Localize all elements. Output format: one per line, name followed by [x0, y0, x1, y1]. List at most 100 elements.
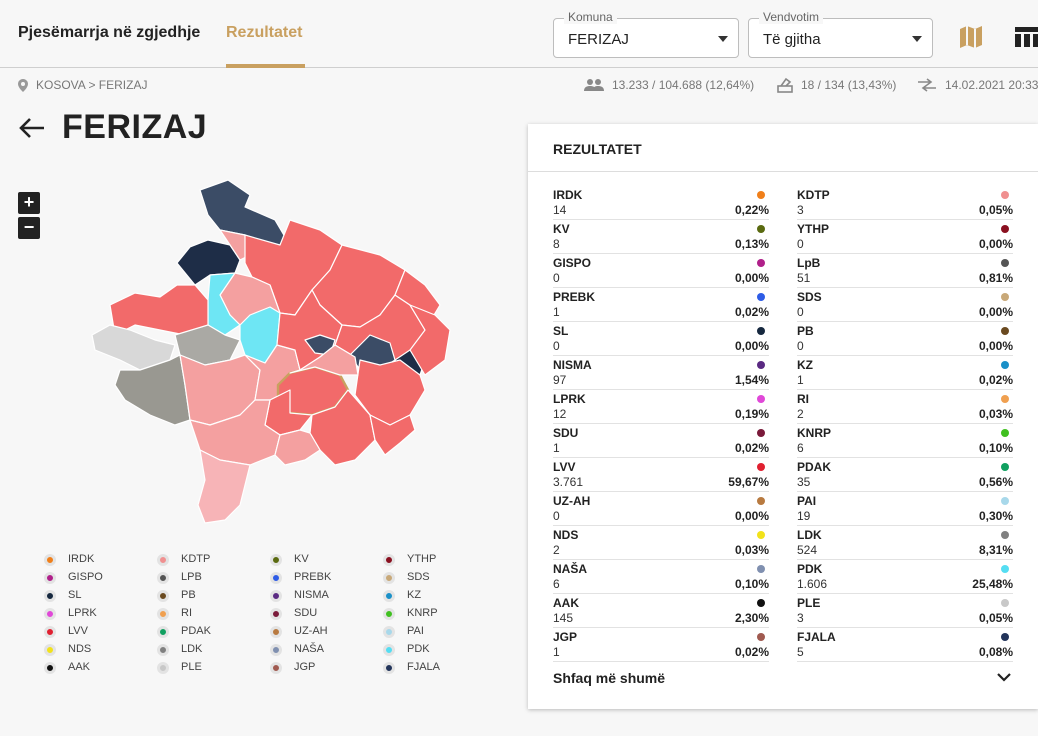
legend-color-dot: [270, 662, 282, 674]
map-region-decan-ldk[interactable]: [114, 354, 191, 426]
party-percent: 0,00%: [734, 339, 769, 353]
ballot-box-icon: [777, 77, 793, 93]
map-region-shtime[interactable]: [289, 344, 359, 376]
legend-color-dot: [270, 626, 282, 638]
party-votes: 6: [797, 441, 804, 455]
party-percent: 2,30%: [734, 611, 769, 625]
municipality-select-value: FERIZAJ: [568, 31, 629, 48]
result-row: UZ-AH 0 0,00%: [553, 492, 769, 526]
party-name: SL: [553, 324, 569, 338]
legend-color-dot: [157, 608, 169, 620]
legend-color-dot: [270, 608, 282, 620]
breadcrumb-text[interactable]: KOSOVA > FERIZAJ: [36, 78, 148, 92]
result-row: PB 0 0,00%: [797, 322, 1013, 356]
party-votes: 1: [553, 441, 560, 455]
caret-down-icon: [912, 36, 922, 42]
result-row: KNRP 6 0,10%: [797, 424, 1013, 458]
party-percent: 0,05%: [978, 611, 1013, 625]
info-bar: KOSOVA > FERIZAJ 13.233 / 104.688 (12,64…: [18, 77, 1038, 96]
result-row: PAI 19 0,30%: [797, 492, 1013, 526]
party-votes: 3.761: [553, 475, 584, 489]
party-percent: 0,03%: [734, 543, 769, 557]
map-view-button[interactable]: [956, 22, 986, 52]
party-votes: 2: [797, 407, 804, 421]
party-percent: 0,02%: [734, 305, 769, 319]
legend-color-dot: [383, 572, 395, 584]
party-color-dot: [757, 531, 765, 539]
map-region-west-lvv[interactable]: [109, 284, 209, 336]
active-tab-indicator: [226, 64, 305, 68]
table-view-button[interactable]: [1012, 22, 1038, 52]
tab-results[interactable]: Rezultatet: [226, 24, 303, 41]
municipality-select[interactable]: Komuna FERIZAJ: [553, 10, 739, 58]
party-percent: 0,02%: [734, 645, 769, 659]
polling-station-select[interactable]: Vendvotim Të gjitha: [748, 10, 933, 58]
party-percent: 1,54%: [734, 373, 769, 387]
map-region-viti[interactable]: [369, 414, 416, 456]
party-percent: 59,67%: [728, 475, 769, 489]
party-name: KV: [553, 222, 570, 236]
location-pin-icon: [18, 79, 28, 92]
result-row: PDAK 35 0,56%: [797, 458, 1013, 492]
tab-participation[interactable]: Pjesëmarrja në zgjedhje: [18, 24, 201, 41]
zoom-out-button[interactable]: −: [18, 217, 40, 239]
party-votes: 97: [553, 373, 567, 387]
legend-color-dot: [383, 626, 395, 638]
party-votes: 0: [553, 339, 560, 353]
result-row: KDTP 3 0,05%: [797, 186, 1013, 220]
legend-label: RI: [181, 607, 192, 619]
legend-color-dot: [44, 554, 56, 566]
zoom-in-button[interactable]: +: [18, 192, 40, 214]
results-panel-header: REZULTATET: [528, 124, 1038, 172]
people-icon: [584, 79, 604, 91]
legend-color-dot: [270, 572, 282, 584]
party-color-dot: [757, 361, 765, 369]
show-more-button[interactable]: Shfaq më shumë: [553, 670, 666, 686]
party-color-dot: [1001, 531, 1009, 539]
results-panel: REZULTATET IRDK 14 0,22% KV 8 0,13% GISPO 0 0,00…: [528, 124, 1038, 709]
party-name: KDTP: [797, 188, 830, 202]
legend-label: IRDK: [68, 553, 95, 565]
party-votes: 51: [797, 271, 811, 285]
party-votes: 6: [553, 577, 560, 591]
party-color-dot: [1001, 293, 1009, 301]
party-color-dot: [1001, 497, 1009, 505]
party-color-dot: [1001, 429, 1009, 437]
legend-color-dot: [383, 554, 395, 566]
back-arrow-icon[interactable]: [18, 116, 46, 140]
result-row: RI 2 0,03%: [797, 390, 1013, 424]
party-color-dot: [757, 463, 765, 471]
map-region-rugova-ple[interactable]: [91, 324, 176, 371]
legend-label: LVV: [68, 625, 88, 637]
party-percent: 25,48%: [972, 577, 1013, 591]
party-percent: 0,05%: [978, 203, 1013, 217]
polling-station-select-value: Të gjitha: [763, 31, 821, 48]
map-region-east-pink[interactable]: [409, 304, 451, 376]
party-color-dot: [757, 565, 765, 573]
chevron-down-icon[interactable]: [996, 671, 1012, 683]
kosovo-map[interactable]: [80, 175, 460, 535]
legend-label: PREBK: [294, 571, 332, 583]
legend-label: FJALA: [407, 661, 441, 673]
legend-color-dot: [157, 554, 169, 566]
party-name: NDS: [553, 528, 579, 542]
map-region-dragash[interactable]: [197, 449, 251, 524]
party-name: NISMA: [553, 358, 592, 372]
map-icon: [960, 26, 982, 48]
map-region-south-pink[interactable]: [274, 429, 321, 466]
legend-label: KZ: [407, 589, 422, 601]
update-stat-value: 14.02.2021 20:33: [945, 78, 1038, 92]
stations-stat-value: 18 / 134 (13,43%): [801, 78, 897, 92]
result-row: LDK 524 8,31%: [797, 526, 1013, 560]
map-region-gjilan[interactable]: [354, 359, 426, 426]
top-bar: Pjesëmarrja në zgjedhje Rezultatet Komun…: [0, 0, 1038, 68]
party-votes: 0: [553, 271, 560, 285]
legend-label: NDS: [68, 643, 92, 655]
legend-label: SDS: [407, 571, 430, 583]
party-color-dot: [757, 633, 765, 641]
legend-color-dot: [44, 572, 56, 584]
legend-color-dot: [157, 626, 169, 638]
party-color-dot: [757, 599, 765, 607]
party-name: IRDK: [553, 188, 583, 202]
party-color-dot: [1001, 395, 1009, 403]
